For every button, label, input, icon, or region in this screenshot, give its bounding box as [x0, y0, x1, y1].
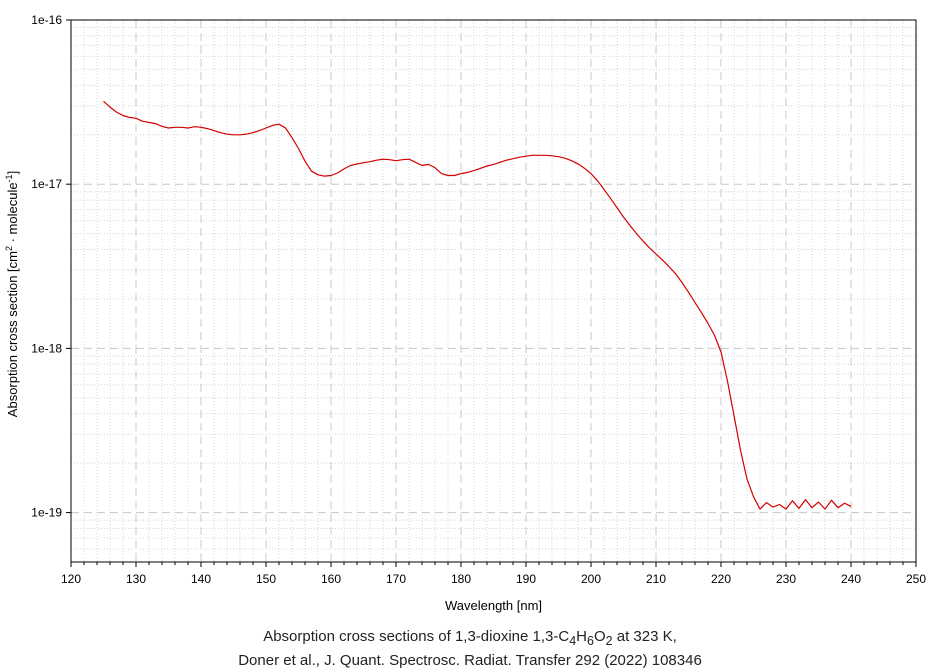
y-label-sup2: -1 — [4, 174, 14, 182]
major-grid — [71, 20, 916, 562]
x-tick-label: 250 — [906, 572, 926, 586]
x-tick-label: 230 — [776, 572, 796, 586]
chart: 120 130 140 150 160 170 180 190 200 210 220 230 240 2… — [4, 13, 926, 613]
x-tick-label: 180 — [451, 572, 471, 586]
x-tick-label: 200 — [581, 572, 601, 586]
caption-prefix: Absorption cross sections of 1,3-dioxine… — [263, 628, 570, 645]
caption-line-1: Absorption cross sections of 1,3-dioxine… — [0, 628, 940, 648]
x-tick-label: 190 — [516, 572, 536, 586]
x-tick-label: 220 — [711, 572, 731, 586]
y-label-mid: · molecule — [5, 182, 20, 246]
caption-o: O — [593, 628, 606, 645]
y-label-sup1: 2 — [4, 246, 14, 251]
x-tick-label: 130 — [126, 572, 146, 586]
x-tick-label: 140 — [191, 572, 211, 586]
caption-suffix: at 323 K, — [612, 628, 677, 645]
x-tick-label: 160 — [321, 572, 341, 586]
x-tick-label: 170 — [386, 572, 406, 586]
caption-sub-c: 4 — [569, 634, 577, 648]
x-tick-label: 240 — [841, 572, 861, 586]
y-label-main: Absorption cross section [cm — [5, 251, 20, 417]
caption-sub-o: 2 — [605, 634, 613, 648]
y-axis-label: Absorption cross section [cm2 · molecule… — [4, 171, 20, 417]
x-tick-label: 210 — [646, 572, 666, 586]
minor-grid — [71, 20, 916, 562]
x-tick-label: 150 — [256, 572, 276, 586]
x-tick-label: 120 — [61, 572, 81, 586]
y-axis: 1e-19 1e-18 1e-17 1e-16 — [31, 13, 71, 520]
plot-frame — [70, 19, 917, 563]
y-tick-label: 1e-16 — [31, 13, 62, 27]
y-tick-label: 1e-19 — [31, 506, 62, 520]
caption-line-2: Doner et al., J. Quant. Spectrosc. Radia… — [238, 652, 702, 669]
series-line-0 — [103, 100, 852, 510]
series-layer — [103, 100, 852, 510]
y-label-end: ] — [5, 171, 20, 175]
caption-sub-h: 6 — [586, 634, 594, 648]
y-tick-label: 1e-18 — [31, 341, 62, 355]
y-tick-label: 1e-17 — [31, 177, 62, 191]
x-axis: 120 130 140 150 160 170 180 190 200 210 220 230 240 2… — [61, 562, 926, 586]
caption-h: H — [576, 628, 587, 645]
x-axis-label: Wavelength [nm] — [445, 598, 542, 613]
